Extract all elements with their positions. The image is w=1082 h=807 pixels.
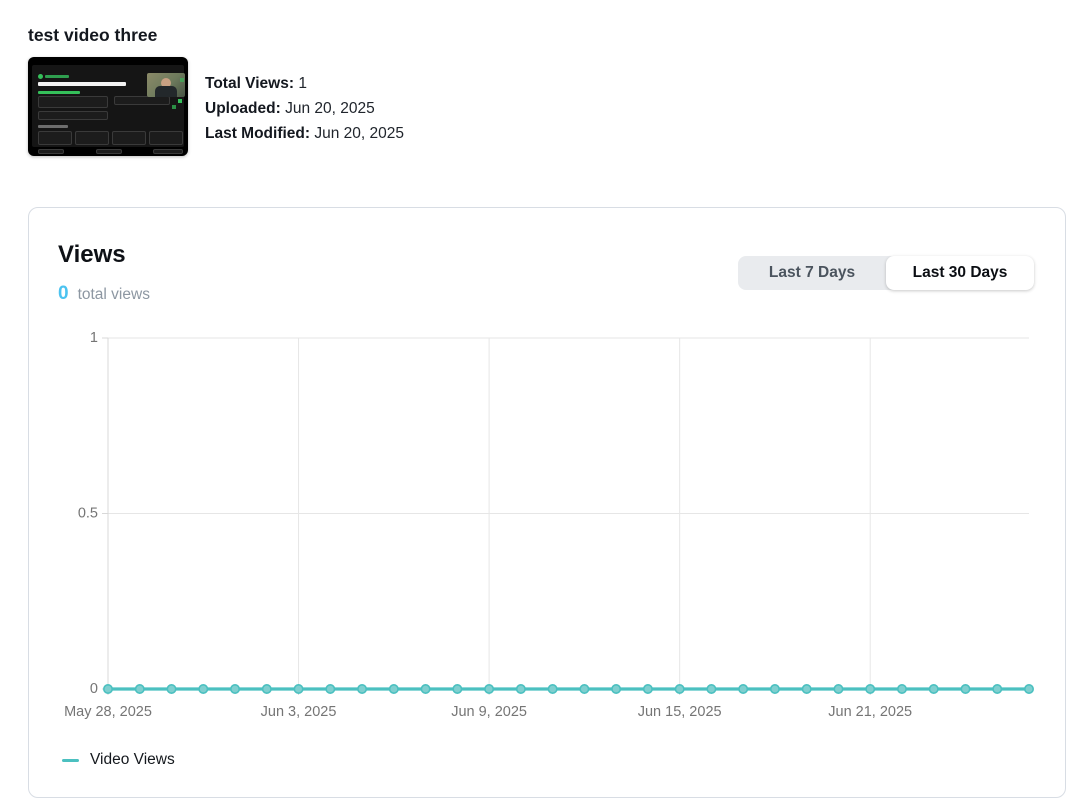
- thumbnail-green-pixel: [180, 78, 184, 82]
- thumbnail-green-pixel: [178, 99, 182, 103]
- thumbnail-tile: [149, 131, 183, 145]
- thumbnail-panel: [38, 96, 108, 108]
- thumbnail-section-bar: [38, 125, 68, 128]
- meta-total-views-value: 1: [298, 75, 307, 92]
- thumbnail-logo-text: [45, 75, 69, 78]
- video-thumbnail: [28, 57, 188, 156]
- video-meta: Total Views: 1 Uploaded: Jun 20, 2025 La…: [205, 71, 404, 146]
- meta-uploaded-value: Jun 20, 2025: [285, 100, 375, 117]
- meta-uploaded-label: Uploaded:: [205, 100, 281, 117]
- thumbnail-panel: [38, 111, 108, 120]
- svg-text:1: 1: [90, 330, 98, 346]
- views-line-chart: 0 0.5 1 May 28, 2025 Jun 3, 2025 Jun 9, 2025 J…: [64, 330, 1034, 720]
- svg-text:Jun 15, 2025: Jun 15, 2025: [638, 704, 722, 720]
- thumbnail-input-bar: [38, 82, 126, 86]
- meta-uploaded: Uploaded: Jun 20, 2025: [205, 96, 404, 121]
- chart-legend: Video Views: [62, 749, 175, 771]
- date-range-toggle: Last 7 Days Last 30 Days: [738, 256, 1034, 290]
- meta-total-views: Total Views: 1: [205, 71, 404, 96]
- thumbnail-person-body: [155, 86, 177, 97]
- thumbnail-pill: [38, 149, 64, 154]
- svg-text:Jun 9, 2025: Jun 9, 2025: [451, 704, 527, 720]
- svg-text:Jun 21, 2025: Jun 21, 2025: [828, 704, 912, 720]
- last-30-days-button[interactable]: Last 30 Days: [886, 256, 1034, 290]
- meta-last-modified-value: Jun 20, 2025: [314, 125, 405, 142]
- thumbnail-tile: [38, 131, 72, 145]
- meta-total-views-label: Total Views:: [205, 75, 295, 92]
- meta-last-modified-label: Last Modified:: [205, 125, 311, 142]
- thumbnail-green-pixel: [172, 105, 176, 109]
- last-7-days-button[interactable]: Last 7 Days: [738, 256, 886, 290]
- thumbnail-person-head: [161, 78, 171, 88]
- svg-text:Jun 3, 2025: Jun 3, 2025: [261, 704, 337, 720]
- page-title: test video three: [28, 25, 158, 45]
- legend-line-swatch: [62, 758, 79, 762]
- svg-text:0.5: 0.5: [78, 506, 98, 522]
- legend-label: Video Views: [90, 751, 175, 768]
- thumbnail-panel: [114, 96, 170, 105]
- svg-text:0: 0: [90, 681, 98, 697]
- total-views-caption: total views: [77, 286, 150, 303]
- thumbnail-pill: [96, 149, 122, 154]
- views-heading: Views: [58, 241, 126, 268]
- thumbnail-tile: [75, 131, 109, 145]
- views-card: Views 0 total views Last 7 Days Last 30 …: [28, 207, 1066, 798]
- thumbnail-pill: [153, 149, 183, 154]
- total-views-summary: 0 total views: [58, 283, 150, 305]
- thumbnail-logo-icon: [38, 74, 43, 79]
- meta-last-modified: Last Modified: Jun 20, 2025: [205, 121, 404, 146]
- thumbnail-screen: [32, 65, 185, 154]
- thumbnail-green-label: [38, 91, 80, 94]
- total-views-count: 0: [58, 283, 69, 304]
- svg-text:May 28, 2025: May 28, 2025: [64, 704, 152, 720]
- thumbnail-tile: [112, 131, 146, 145]
- thumbnail-webcam: [147, 73, 185, 97]
